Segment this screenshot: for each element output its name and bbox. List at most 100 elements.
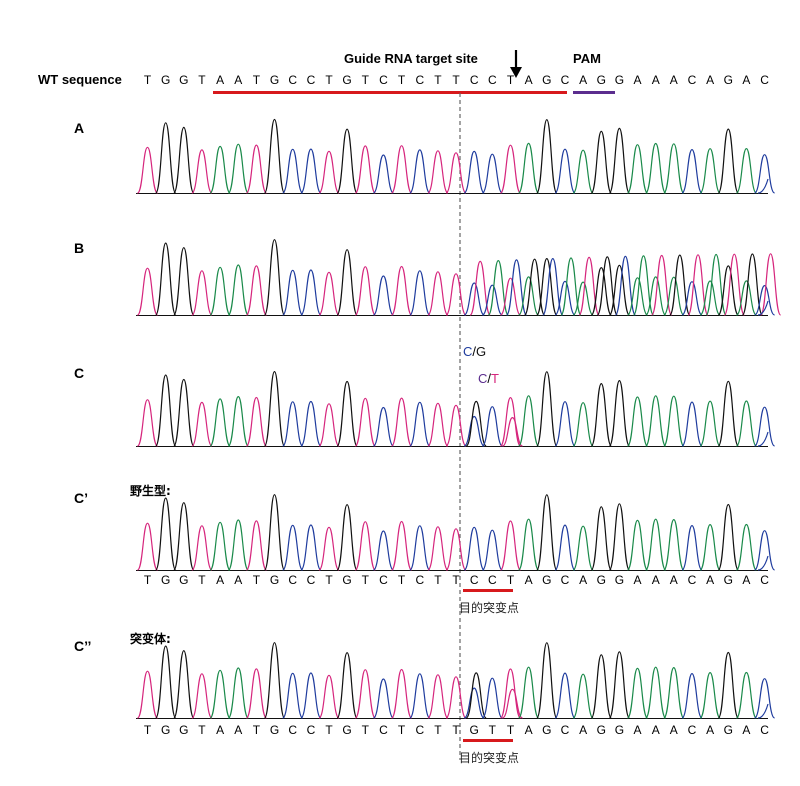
trace-peak-G	[608, 503, 630, 571]
trace-peak-T	[191, 673, 213, 719]
trace-peak-A	[572, 525, 594, 571]
sequence-base: C	[688, 723, 697, 737]
trace-peak-G	[263, 118, 286, 194]
trace-peak-A	[699, 671, 721, 719]
sequence-base: A	[652, 573, 660, 587]
sequence-base: C	[307, 573, 316, 587]
trace-tail	[757, 555, 769, 571]
trace-peak-C	[754, 406, 776, 447]
trace-peak-G	[590, 266, 612, 316]
trace-peak-T	[499, 520, 522, 571]
sequence-base: G	[161, 723, 170, 737]
trace-peak-A	[518, 276, 540, 316]
trace-peak-A	[227, 143, 249, 194]
het-base-2: G	[476, 344, 486, 359]
trace-peak-G	[263, 494, 286, 571]
trace-peak-A	[735, 523, 757, 571]
sequence-base: T	[198, 73, 206, 87]
trace-peak-A	[735, 400, 757, 447]
trace-peak-G	[608, 127, 630, 194]
cut-site-arrow-icon	[510, 50, 522, 78]
trace-peak-C	[554, 524, 576, 571]
trace-peak-C	[372, 275, 394, 316]
sequence-base: C	[470, 573, 479, 587]
sequence-base: C	[288, 73, 297, 87]
trace-tail	[757, 431, 769, 447]
sequence-base: C	[760, 723, 769, 737]
sequence-base: C	[379, 73, 388, 87]
trace-peak-C	[754, 530, 776, 571]
sequence-base: T	[144, 73, 152, 87]
wt-sequence-label: WT sequence	[38, 72, 122, 87]
sequence-base: G	[270, 573, 279, 587]
trace-peak-C	[481, 284, 503, 316]
trace-peak-G	[263, 239, 286, 316]
trace-peak-T	[502, 688, 523, 719]
sequence-base: G	[270, 723, 279, 737]
sequence-base: T	[253, 573, 261, 587]
trace-peak-G	[536, 257, 558, 316]
trace-peak-A	[227, 667, 249, 719]
trace-tail	[757, 300, 769, 316]
sequence-base: G	[470, 723, 479, 737]
sequence-base: T	[434, 723, 442, 737]
sequence-base: G	[179, 723, 188, 737]
trace-peak-A	[699, 400, 721, 447]
sequence-base: C	[379, 723, 388, 737]
sequence-base: A	[579, 73, 587, 87]
sequence-base: T	[507, 573, 515, 587]
trace-peak-T	[391, 265, 413, 316]
sequence-base: C	[307, 723, 316, 737]
trace-tail	[757, 178, 769, 194]
trace-peak-A	[645, 142, 667, 194]
trace-peak-G	[263, 370, 286, 447]
sequence-base: A	[652, 723, 660, 737]
sequence-base: C	[561, 573, 570, 587]
sequence-base: A	[742, 73, 750, 87]
trace-peak-T	[354, 521, 376, 571]
trace-peak-G	[155, 645, 177, 719]
sequence-base: A	[633, 573, 641, 587]
sequence-base: G	[342, 573, 351, 587]
trace-peak-A	[572, 281, 594, 316]
sequence-base: G	[342, 73, 351, 87]
trace-peak-A	[227, 519, 249, 571]
trace-peak-C	[554, 672, 576, 719]
trace-peak-T	[318, 526, 340, 571]
trace-peak-T	[191, 149, 213, 194]
sequence-base: T	[452, 573, 460, 587]
trace-peak-T	[245, 265, 267, 316]
trace-peak-T	[445, 273, 467, 316]
trace-peak-C	[681, 672, 703, 719]
panel-label: B	[74, 240, 84, 256]
sequence-base: T	[325, 723, 333, 737]
sequence-base: C	[415, 723, 424, 737]
sequence-base: T	[507, 723, 515, 737]
trace-peak-G	[173, 378, 195, 447]
trace-peak-T	[427, 674, 449, 719]
panel-label: A	[74, 120, 84, 136]
trace-peak-G	[465, 400, 487, 447]
wildtype-target-bar	[463, 589, 513, 592]
trace-peak-G	[336, 504, 358, 571]
trace-peak-C	[754, 284, 775, 316]
trace-peak-C	[481, 529, 503, 571]
pam-label: PAM	[573, 51, 601, 66]
trace-peak-A	[645, 666, 667, 719]
sequence-base: G	[270, 73, 279, 87]
panel-sublabel: 突变体:	[130, 631, 171, 646]
trace-peak-A	[699, 280, 721, 316]
sequence-base: G	[542, 573, 551, 587]
trace-peak-T	[427, 271, 449, 316]
sequence-base: A	[706, 73, 714, 87]
sequence-base: A	[525, 73, 533, 87]
trace-peak-G	[263, 642, 286, 719]
trace-peak-T	[499, 396, 522, 447]
sequence-base: G	[597, 73, 606, 87]
trace-peak-A	[626, 396, 649, 447]
sequence-base: T	[362, 723, 370, 737]
trace-peak-A	[518, 142, 540, 194]
trace-peak-G	[536, 119, 558, 194]
trace-peak-T	[136, 146, 159, 194]
